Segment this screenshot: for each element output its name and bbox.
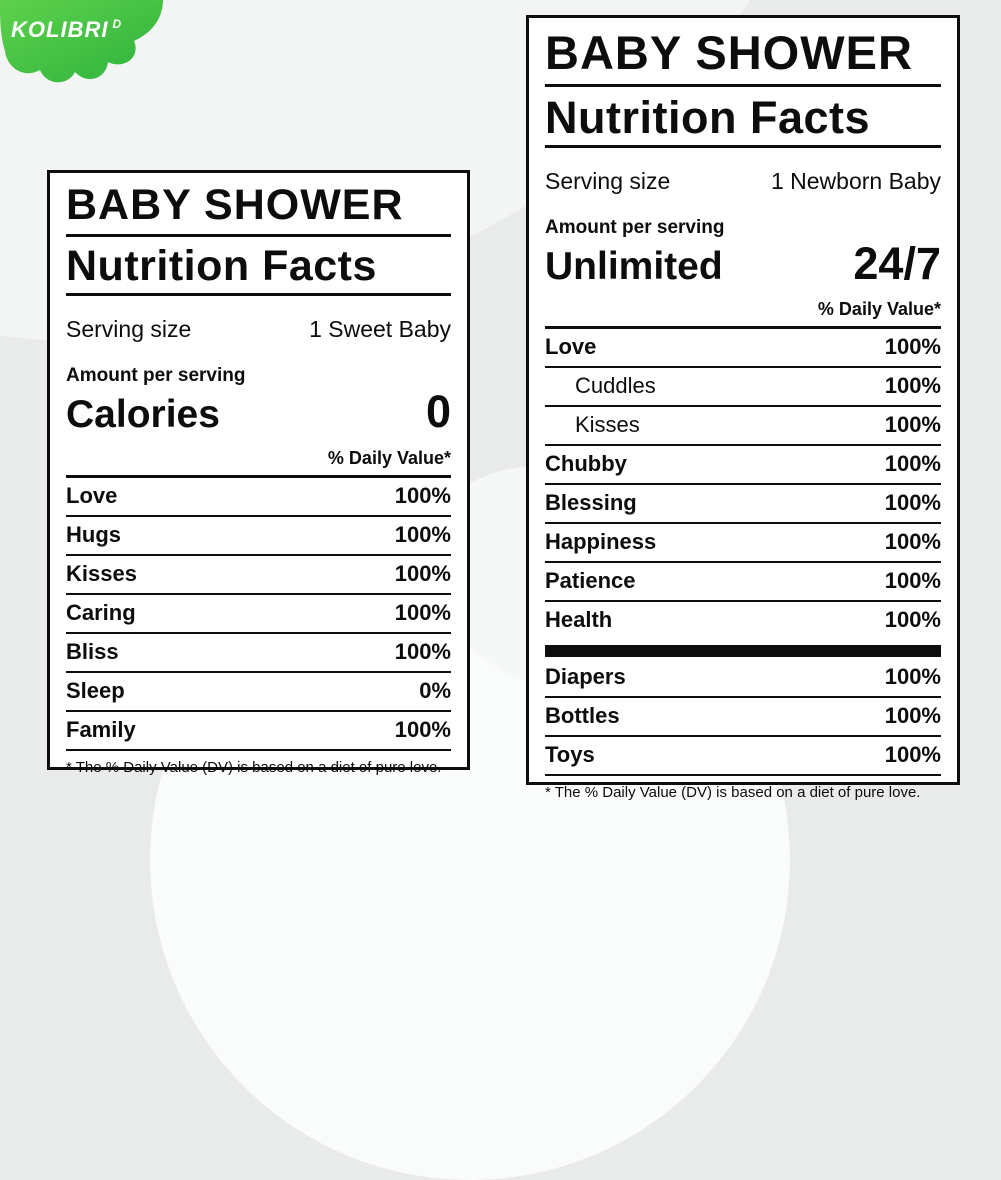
nutrient-name: Love [545, 334, 597, 360]
leaf-icon: KOLIBRI D [0, 0, 163, 83]
nutrient-value: 100% [884, 529, 941, 555]
nutrient-row: Family 100% [66, 712, 451, 751]
nutrient-value: 100% [394, 482, 451, 508]
serving-value: 1 Newborn Baby [770, 167, 941, 194]
nutrient-value: 100% [394, 716, 451, 742]
nutrient-row: Patience 100% [545, 563, 941, 603]
kolibri-logo: KOLIBRI D [0, 0, 172, 92]
nutrient-name: Family [66, 716, 136, 742]
nutrient-value: 100% [394, 560, 451, 586]
nutrient-name: Kisses [66, 560, 137, 586]
nutrient-row: Bottles 100% [545, 698, 941, 738]
logo-text: KOLIBRI D [11, 17, 122, 42]
nutrition-label-left: BABY SHOWER Nutrition Facts Serving size… [47, 170, 470, 776]
divider [66, 292, 451, 296]
nutrient-name: Health [545, 607, 613, 633]
nutrient-name: Caring [66, 599, 136, 625]
divider [545, 84, 941, 88]
label-subtitle: Nutrition Facts [545, 92, 871, 144]
nutrient-value: 100% [884, 664, 941, 690]
footnote: * The % Daily Value (DV) is based on a d… [66, 758, 442, 776]
nutrient-row: Health 100% [545, 602, 941, 639]
amount-row: Unlimited 24/7 [545, 241, 941, 288]
nutrient-value: 100% [884, 412, 941, 438]
serving-row: Serving size 1 Newborn Baby [545, 168, 941, 195]
nutrient-value: 100% [884, 373, 941, 399]
nutrient-value: 100% [884, 607, 941, 633]
nutrient-row: Love 100% [545, 329, 941, 369]
nutrient-name: Sleep [66, 677, 125, 703]
nutrient-name: Bliss [66, 638, 119, 664]
amount-per-serving-label: Amount per serving [545, 216, 725, 238]
nutrient-value: 100% [394, 638, 451, 664]
nutrient-name: Blessing [545, 490, 637, 516]
nutrient-rows: Love 100% Hugs 100% Kisses 100% Caring 1… [66, 478, 451, 751]
thick-bar [545, 645, 941, 658]
nutrient-row: Blessing 100% [545, 485, 941, 525]
divider [66, 234, 451, 238]
nutrient-row: Sleep 0% [66, 673, 451, 712]
nutrient-row: Caring 100% [66, 595, 451, 634]
serving-label: Serving size [66, 315, 192, 342]
amount-row: Calories 0 [66, 389, 451, 436]
nutrition-label-right: BABY SHOWER Nutrition Facts Serving size… [526, 15, 960, 801]
nutrient-value: 100% [884, 703, 941, 729]
divider [545, 144, 941, 148]
nutrient-name: Toys [545, 742, 595, 768]
serving-value: 1 Sweet Baby [309, 315, 451, 342]
nutrient-rows: Love 100% Cuddles 100% Kisses 100% Chubb… [545, 329, 941, 777]
nutrient-value: 100% [884, 334, 941, 360]
nutrient-row: Kisses 100% [66, 556, 451, 595]
nutrient-name: Patience [545, 568, 636, 594]
label-title: BABY SHOWER [66, 181, 404, 229]
daily-value-header: % Daily Value* [66, 444, 451, 478]
amount-value: 24/7 [853, 237, 941, 289]
nutrient-name: Hugs [66, 521, 121, 547]
amount-value: 0 [425, 385, 451, 437]
nutrient-row: Love 100% [66, 478, 451, 517]
label-title: BABY SHOWER [545, 26, 913, 79]
serving-row: Serving size 1 Sweet Baby [66, 316, 451, 343]
nutrient-row: Diapers 100% [545, 659, 941, 699]
nutrient-row: Happiness 100% [545, 524, 941, 564]
page: { "logo": { "text": "KOLIBRI", "superscr… [0, 0, 960, 1180]
nutrient-row: Bliss 100% [66, 634, 451, 673]
nutrient-name: Kisses [575, 412, 640, 438]
nutrient-name: Bottles [545, 703, 620, 729]
nutrient-name: Happiness [545, 529, 657, 555]
nutrient-value: 100% [884, 742, 941, 768]
nutrient-value: 100% [884, 490, 941, 516]
nutrient-name: Chubby [545, 451, 627, 477]
nutrient-row: Hugs 100% [66, 517, 451, 556]
nutrient-value: 100% [394, 521, 451, 547]
nutrient-value: 100% [884, 568, 941, 594]
nutrient-row: Kisses 100% [545, 407, 941, 447]
daily-value-header: % Daily Value* [545, 295, 941, 330]
nutrient-name: Diapers [545, 664, 626, 690]
nutrient-row: Cuddles 100% [545, 368, 941, 408]
nutrient-value: 100% [884, 451, 941, 477]
nutrient-value: 100% [394, 599, 451, 625]
nutrient-row: Chubby 100% [545, 446, 941, 486]
amount-name: Unlimited [545, 244, 723, 288]
nutrient-value: 0% [419, 677, 451, 703]
nutrient-name: Cuddles [575, 373, 656, 399]
nutrient-name: Love [66, 482, 118, 508]
footnote: * The % Daily Value (DV) is based on a d… [545, 784, 921, 802]
amount-name: Calories [66, 392, 220, 436]
amount-per-serving-label: Amount per serving [66, 364, 246, 386]
label-subtitle: Nutrition Facts [66, 242, 377, 291]
nutrient-row: Toys 100% [545, 737, 941, 777]
serving-label: Serving size [545, 167, 671, 194]
